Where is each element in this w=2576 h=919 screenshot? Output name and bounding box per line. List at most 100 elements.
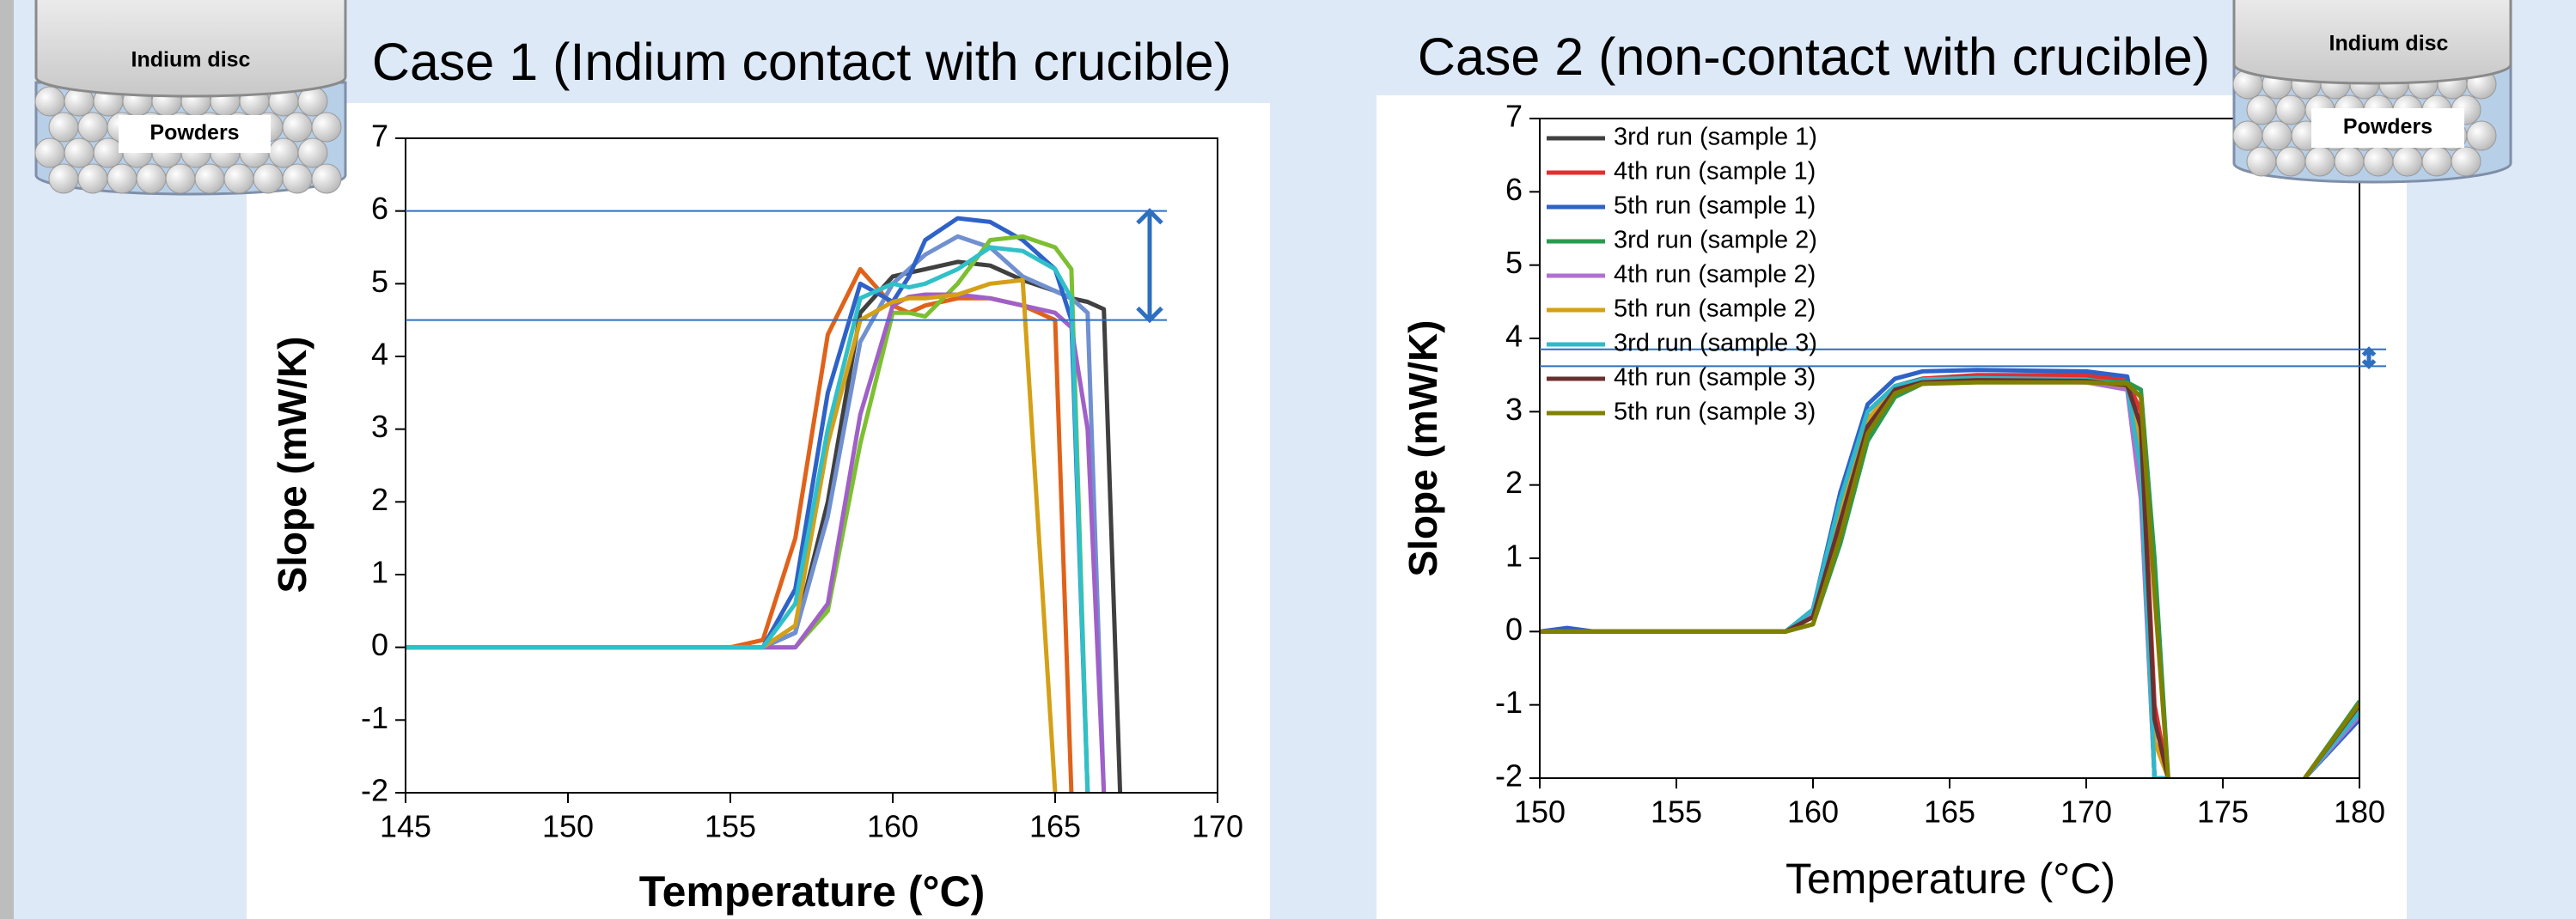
y-tick-label: 5 bbox=[1505, 245, 1523, 280]
x-tick-label: 175 bbox=[2197, 794, 2249, 830]
powder-particle bbox=[48, 112, 79, 143]
y-tick-label: -1 bbox=[361, 700, 388, 735]
series-line bbox=[1540, 380, 2359, 778]
side-bar bbox=[0, 0, 14, 919]
y-axis-label: Slope (mW/K) bbox=[270, 337, 314, 593]
powder-particle bbox=[194, 163, 225, 194]
x-tick-label: 160 bbox=[1787, 794, 1839, 830]
powder-particle bbox=[2392, 146, 2423, 177]
series-line bbox=[406, 216, 1090, 793]
legend-label: 3rd run (sample 1) bbox=[1614, 124, 1817, 151]
powder-particle bbox=[48, 163, 79, 194]
range-arrow bbox=[1136, 208, 1163, 324]
y-tick-label: 2 bbox=[371, 482, 388, 517]
indium-disc bbox=[34, 0, 347, 98]
y-axis-label: Slope (mW/K) bbox=[1401, 320, 1445, 577]
powder-particle bbox=[136, 163, 167, 194]
y-tick-label: 5 bbox=[371, 264, 388, 299]
y-tick-label: 6 bbox=[1505, 172, 1523, 207]
powder-particle bbox=[2304, 146, 2335, 177]
x-tick-label: 155 bbox=[1651, 794, 1702, 830]
y-tick-label: -2 bbox=[361, 773, 388, 808]
x-tick-label: 165 bbox=[1924, 794, 1975, 830]
legend-label: 5th run (sample 2) bbox=[1614, 295, 1816, 323]
y-tick-label: 1 bbox=[371, 555, 388, 590]
y-tick-label: 7 bbox=[1505, 99, 1523, 134]
indium-disc bbox=[2232, 0, 2512, 85]
powder-particle bbox=[282, 112, 313, 143]
powder-particle bbox=[77, 163, 108, 194]
x-tick-label: 150 bbox=[1514, 794, 1566, 830]
x-axis-label: Temperature (°C) bbox=[1785, 855, 2115, 903]
powder-particle bbox=[253, 163, 284, 194]
x-tick-label: 165 bbox=[1029, 809, 1081, 844]
x-tick-label: 160 bbox=[867, 809, 919, 844]
disc-label: Indium disc bbox=[2329, 32, 2449, 56]
powder-particle bbox=[64, 137, 95, 168]
powder-particle bbox=[34, 137, 65, 168]
powder-particle bbox=[2275, 94, 2306, 125]
x-tick-label: 145 bbox=[380, 809, 431, 844]
y-tick-label: 0 bbox=[371, 627, 388, 662]
powder-particle bbox=[165, 163, 196, 194]
x-tick-label: 150 bbox=[542, 809, 594, 844]
powder-particle bbox=[107, 163, 137, 194]
powder-particle bbox=[93, 137, 124, 168]
plot-frame bbox=[405, 137, 1218, 794]
powder-label: Powders bbox=[2343, 115, 2433, 139]
chart-title: Case 2 (non-contact with crucible) bbox=[1418, 27, 2210, 86]
legend-label: 3rd run (sample 2) bbox=[1614, 227, 1817, 254]
powder-particle bbox=[282, 163, 313, 194]
powder-particle bbox=[2421, 146, 2452, 177]
legend-label: 4th run (sample 3) bbox=[1614, 364, 1816, 392]
plot-lines bbox=[1540, 368, 2359, 778]
powder-particle bbox=[311, 163, 342, 194]
powder-particle bbox=[34, 86, 65, 117]
powder-particle bbox=[2334, 146, 2365, 177]
legend-label: 4th run (sample 2) bbox=[1614, 261, 1816, 289]
powder-particle bbox=[2275, 146, 2306, 177]
powder-particle bbox=[2246, 146, 2277, 177]
x-tick-label: 180 bbox=[2334, 794, 2385, 830]
powder-particle bbox=[77, 112, 108, 143]
powder-particle bbox=[223, 163, 254, 194]
x-axis-label: Temperature (°C) bbox=[639, 867, 985, 916]
powder-particle bbox=[2262, 120, 2292, 151]
powder-particle bbox=[268, 137, 299, 168]
powder-label-box bbox=[119, 115, 271, 153]
legend-label: 5th run (sample 1) bbox=[1614, 192, 1816, 220]
y-tick-label: -2 bbox=[1495, 758, 1523, 794]
y-tick-label: -1 bbox=[1495, 685, 1523, 720]
powder-particle bbox=[311, 112, 342, 143]
plot-frame bbox=[1539, 118, 2360, 779]
powder-label-box bbox=[2311, 108, 2464, 148]
x-tick-label: 155 bbox=[705, 809, 756, 844]
y-tick-label: 7 bbox=[371, 119, 388, 154]
legend-label: 5th run (sample 3) bbox=[1614, 399, 1816, 426]
chart-panel bbox=[247, 103, 1270, 919]
legend-label: 3rd run (sample 3) bbox=[1614, 330, 1817, 357]
y-tick-label: 4 bbox=[371, 337, 388, 372]
powder-particle bbox=[2451, 146, 2481, 177]
disc-label: Indium disc bbox=[131, 48, 251, 72]
powder-label: Powders bbox=[150, 121, 239, 145]
y-tick-label: 6 bbox=[371, 191, 388, 226]
chart-panel bbox=[1377, 95, 2407, 919]
powder-particle bbox=[2363, 146, 2394, 177]
series-line bbox=[406, 245, 1090, 793]
powder-particle bbox=[2466, 120, 2497, 151]
y-tick-label: 1 bbox=[1505, 539, 1523, 574]
y-tick-label: 2 bbox=[1505, 465, 1523, 500]
x-tick-label: 170 bbox=[2060, 794, 2112, 830]
y-tick-label: 3 bbox=[371, 409, 388, 444]
y-tick-label: 0 bbox=[1505, 612, 1523, 647]
y-tick-label: 3 bbox=[1505, 392, 1523, 427]
legend-label: 4th run (sample 1) bbox=[1614, 158, 1816, 186]
powder-particle bbox=[297, 137, 328, 168]
x-tick-label: 170 bbox=[1192, 809, 1243, 844]
chart-title: Case 1 (Indium contact with crucible) bbox=[372, 33, 1231, 91]
y-tick-label: 4 bbox=[1505, 319, 1523, 354]
powder-particle bbox=[2246, 94, 2277, 125]
